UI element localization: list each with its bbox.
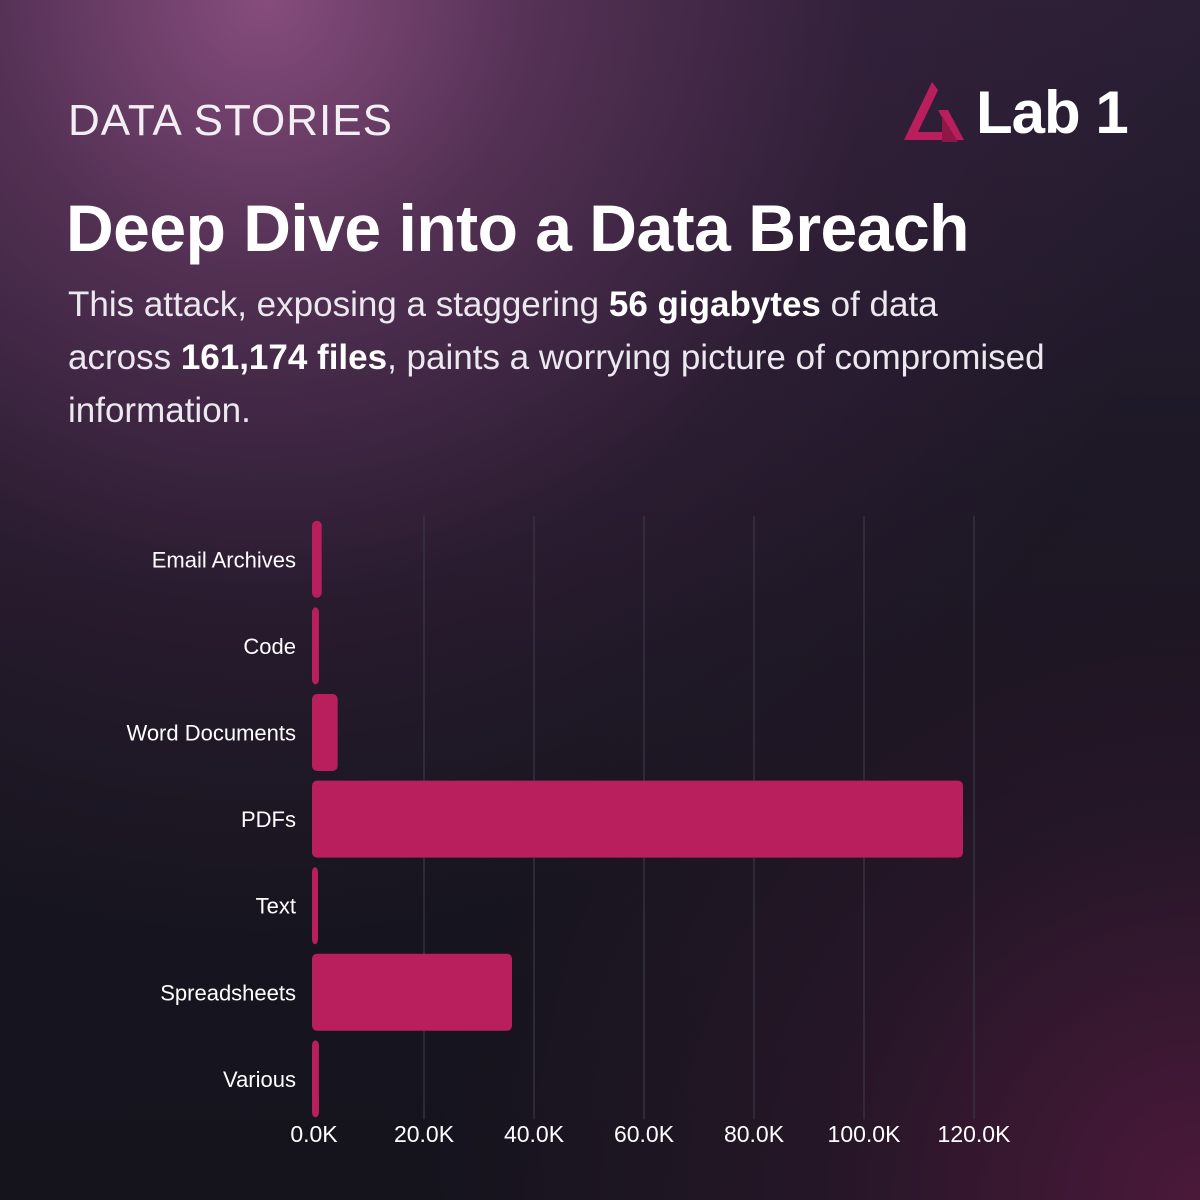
x-tick-label: 120.0K bbox=[938, 1121, 1012, 1147]
bar-text bbox=[312, 867, 318, 945]
bar-various bbox=[312, 1040, 319, 1118]
y-category-label: Spreadsheets bbox=[160, 980, 296, 1005]
y-category-label: Various bbox=[223, 1067, 296, 1092]
x-tick-label: 80.0K bbox=[724, 1121, 785, 1147]
bar-email-archives bbox=[312, 520, 322, 598]
x-tick-label: 100.0K bbox=[828, 1121, 902, 1147]
y-category-label: PDFs bbox=[241, 807, 296, 832]
bar-code bbox=[312, 607, 319, 685]
logo-text: Lab 1 bbox=[976, 78, 1129, 146]
y-category-label: Code bbox=[243, 634, 296, 659]
bar-pdfs bbox=[312, 780, 963, 858]
y-category-label: Email Archives bbox=[152, 547, 296, 572]
kicker-label: DATA STORIES bbox=[68, 96, 393, 145]
brand-logo: Lab 1 bbox=[898, 74, 1138, 150]
y-category-label: Text bbox=[256, 894, 296, 919]
file-type-bar-chart: 0.0K 20.0K 40.0K 60.0K 80.0K 100.0K 120.0K Emai… bbox=[126, 516, 1012, 1147]
page-title: Deep Dive into a Data Breach bbox=[66, 191, 969, 265]
page-subtitle: This attack, exposing a staggering 56 gi… bbox=[68, 278, 1048, 437]
x-tick-label: 20.0K bbox=[394, 1121, 455, 1147]
bar-word-documents bbox=[312, 694, 338, 771]
x-tick-label: 40.0K bbox=[504, 1121, 565, 1147]
x-tick-label: 60.0K bbox=[614, 1121, 675, 1147]
flask-triangle-icon bbox=[904, 82, 964, 142]
subtitle-highlight-size: 56 gigabytes bbox=[608, 285, 821, 324]
bar-spreadsheets bbox=[312, 953, 512, 1031]
y-category-label: Word Documents bbox=[126, 721, 296, 746]
subtitle-highlight-files: 161,174 files bbox=[180, 338, 388, 377]
subtitle-text-3: , paints a worrying picture of compromis… bbox=[68, 338, 1045, 430]
subtitle-text-1: This attack, exposing a staggering bbox=[68, 285, 609, 324]
subtitle-text-2: of data across bbox=[68, 285, 938, 377]
x-tick-label: 0.0K bbox=[290, 1121, 338, 1147]
